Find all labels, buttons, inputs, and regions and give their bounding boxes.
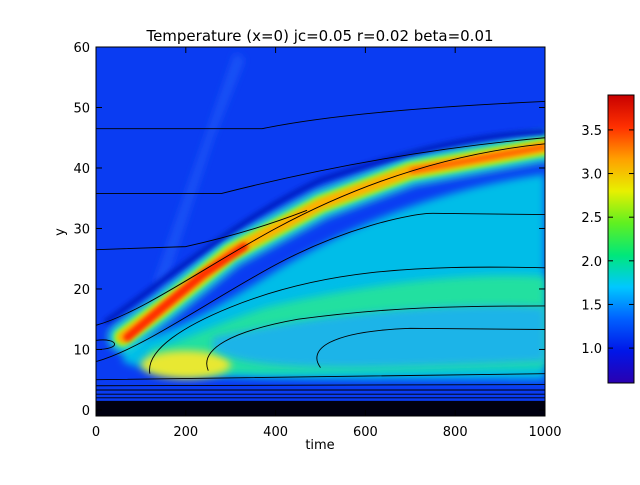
heatmap-field bbox=[96, 47, 545, 416]
chart-title: Temperature (x=0) jc=0.05 r=0.02 beta=0.… bbox=[145, 27, 493, 45]
y-axis-title: y bbox=[53, 228, 68, 236]
colorbar-tick-label: 2.5 bbox=[581, 211, 602, 226]
cool-core bbox=[212, 305, 545, 367]
colorbar-tick-label: 1.5 bbox=[581, 298, 602, 313]
contour-line-3 bbox=[96, 143, 545, 326]
colorbar-tick-label: 1.0 bbox=[581, 342, 602, 357]
contour-line-10 bbox=[96, 384, 545, 387]
colorbar-gradient bbox=[607, 94, 635, 384]
y-tick-label: 60 bbox=[73, 41, 90, 56]
contour-line-2 bbox=[96, 209, 308, 251]
colorbar: 1.0 1.5 2.0 2.5 3.0 3.5 bbox=[581, 94, 635, 384]
colorbar-tick-label: 3.0 bbox=[581, 168, 602, 183]
y-tick-label: 0 bbox=[82, 404, 90, 419]
x-tick-label: 200 bbox=[173, 425, 198, 440]
contour-line-4 bbox=[96, 212, 545, 362]
bottom-dark-band bbox=[96, 400, 545, 416]
y-tick-label: 10 bbox=[73, 343, 90, 358]
axes: 0 200 400 600 800 1000 0 10 20 30 40 50 60 bbox=[73, 41, 561, 440]
y-tick-label: 40 bbox=[73, 162, 90, 177]
x-tick-label: 0 bbox=[92, 425, 100, 440]
contour-line-1 bbox=[96, 137, 545, 194]
plot-area bbox=[96, 47, 545, 416]
x-axis-title: time bbox=[305, 438, 334, 453]
y-tick-label: 50 bbox=[73, 101, 90, 116]
colorbar-tick-label: 2.0 bbox=[581, 255, 602, 270]
y-tick-label: 30 bbox=[73, 222, 90, 237]
x-tick-label: 800 bbox=[443, 425, 468, 440]
ridge-hot-core bbox=[123, 242, 249, 342]
contour-line-5 bbox=[149, 266, 545, 374]
x-tick-label: 1000 bbox=[528, 425, 561, 440]
ridge-hot-tail bbox=[409, 144, 545, 174]
background-streak bbox=[154, 53, 245, 289]
y-tick-label: 20 bbox=[73, 283, 90, 298]
contour-line-0 bbox=[96, 100, 545, 130]
x-tick-label: 400 bbox=[263, 425, 288, 440]
contour-line-6 bbox=[206, 305, 545, 371]
dark-band bbox=[103, 128, 545, 325]
x-tick-label: 600 bbox=[353, 425, 378, 440]
contour-line-7 bbox=[316, 327, 545, 368]
colorbar-tick-label: 3.5 bbox=[581, 124, 602, 139]
plot-frame bbox=[95, 46, 546, 417]
